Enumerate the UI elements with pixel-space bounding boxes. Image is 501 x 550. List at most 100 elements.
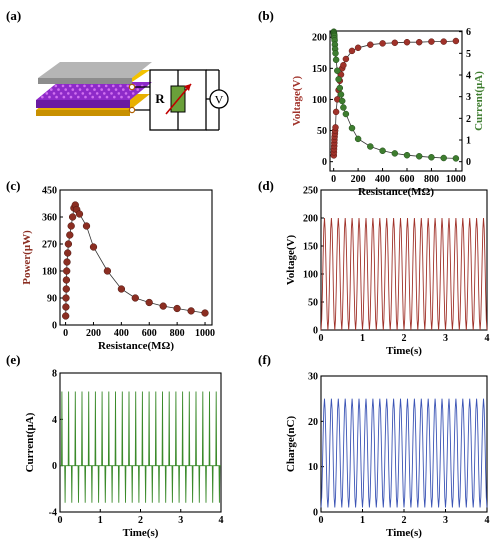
micro-pillar	[124, 92, 128, 95]
x-tick-label: 1000	[446, 174, 466, 185]
power-point	[145, 298, 153, 307]
x-tick-label: 0	[331, 174, 336, 185]
top-dielectric-side	[38, 78, 132, 84]
power-point	[68, 213, 77, 221]
current-point	[452, 155, 460, 162]
current-point	[342, 110, 350, 118]
micro-pillar-dots	[41, 84, 144, 99]
y-tick-label: 250	[303, 186, 318, 197]
micro-pillar	[61, 84, 65, 88]
micro-pillar	[78, 88, 82, 91]
x-tick-label: 1	[98, 515, 103, 526]
x-tick-label: 2	[402, 333, 407, 344]
current-point	[334, 67, 341, 74]
power-point	[66, 231, 74, 239]
voltage-point	[340, 61, 347, 69]
y-tick-label: 20	[308, 417, 318, 428]
x-tick-label: 4	[485, 515, 490, 526]
y-axis-title: Voltage(V)	[285, 235, 297, 286]
y-tick-label: 450	[42, 186, 57, 197]
resistor-arrow	[165, 83, 192, 115]
micro-pillar	[110, 92, 113, 95]
micro-pillar	[107, 88, 111, 91]
micro-pillar	[76, 84, 79, 88]
x-tick-label: 600	[400, 174, 415, 185]
micro-pillar	[98, 95, 102, 99]
x-tick-label: 3	[443, 333, 448, 344]
x-tick-label: 1	[360, 515, 365, 526]
plot-frame	[59, 372, 222, 513]
micro-pillar	[100, 88, 103, 91]
y2-tick-label: 4	[466, 70, 471, 81]
power-point	[117, 285, 126, 293]
resistor-arrow-head	[184, 84, 191, 91]
x-tick-label: 3	[443, 515, 448, 526]
power-point	[67, 222, 75, 230]
micro-pillar	[84, 95, 87, 99]
y2-tick-label: 5	[466, 49, 471, 60]
x-tick-label: 200	[351, 174, 366, 185]
current-point	[367, 143, 374, 150]
voltage-point	[452, 37, 460, 45]
y-tick-label: 0	[313, 326, 318, 337]
x-tick-label: 0	[319, 333, 324, 344]
voltage-point	[332, 124, 339, 131]
current-point	[354, 135, 362, 143]
micro-pillar	[55, 95, 58, 99]
micro-pillar	[77, 95, 80, 99]
micro-pillar	[41, 95, 44, 99]
power-point	[62, 312, 70, 320]
y-tick-label: 4	[52, 415, 57, 426]
y-tick-label: 180	[42, 267, 57, 278]
micro-pillar	[131, 92, 135, 95]
y-tick-label: 0	[322, 157, 327, 168]
top-dielectric-layer	[38, 62, 152, 78]
y2-tick-label: 6	[466, 27, 471, 38]
y2-tick-label: 0	[466, 157, 471, 168]
micro-pillar	[54, 84, 58, 88]
current-point	[403, 151, 411, 159]
power-point	[62, 285, 70, 293]
voltage-point	[403, 38, 411, 46]
current-point	[335, 76, 342, 83]
power-point	[103, 267, 112, 275]
micro-pillar	[86, 88, 89, 91]
panel-a: (a) R V	[6, 8, 229, 131]
y-tick-label: 200	[312, 33, 327, 44]
micro-pillar	[45, 92, 49, 95]
micro-pillar	[62, 95, 66, 99]
micro-pillar	[117, 92, 121, 95]
y-axis-title: Charge(nC)	[285, 416, 297, 473]
x-tick-label: 1	[360, 333, 365, 344]
current-point	[348, 124, 356, 132]
y-axis-title: Voltage(V)	[291, 76, 303, 127]
micro-pillar	[50, 88, 53, 91]
y-tick-label: 150	[303, 242, 318, 253]
micro-pillar	[74, 92, 77, 95]
current-point	[428, 154, 435, 161]
y-tick-label: 100	[303, 270, 318, 281]
x-tick-label: 0	[58, 515, 63, 526]
y-axis-title: Current(μA)	[24, 412, 36, 472]
micro-pillar	[93, 88, 96, 91]
voltmeter-label: V	[215, 93, 224, 107]
micro-pillar	[114, 88, 118, 91]
x-tick-label: 2	[138, 515, 143, 526]
voltage-point	[379, 40, 386, 47]
chart-f: 0 1 2 3 4 0 10 20 30 Time(s) Charge(nC)	[285, 372, 490, 540]
panel-a-label: (a)	[6, 8, 21, 23]
micro-pillar	[67, 92, 70, 95]
micro-pillar	[122, 88, 125, 91]
power-point	[89, 243, 98, 251]
micro-pillar	[105, 95, 109, 99]
chart-d: 0 1 2 3 4 0 50 100 150 200 250 Time(s) Voltage(V)	[285, 186, 490, 358]
plot-frame	[320, 375, 488, 513]
voltage-point	[354, 44, 362, 52]
micro-pillar	[90, 84, 94, 88]
micro-pillar	[88, 92, 92, 95]
top-terminal	[128, 83, 136, 91]
power-point	[63, 267, 71, 275]
x-tick-label: 800	[170, 328, 185, 339]
y-tick-label: 0	[313, 508, 318, 519]
x-tick-label: 4	[485, 333, 490, 344]
